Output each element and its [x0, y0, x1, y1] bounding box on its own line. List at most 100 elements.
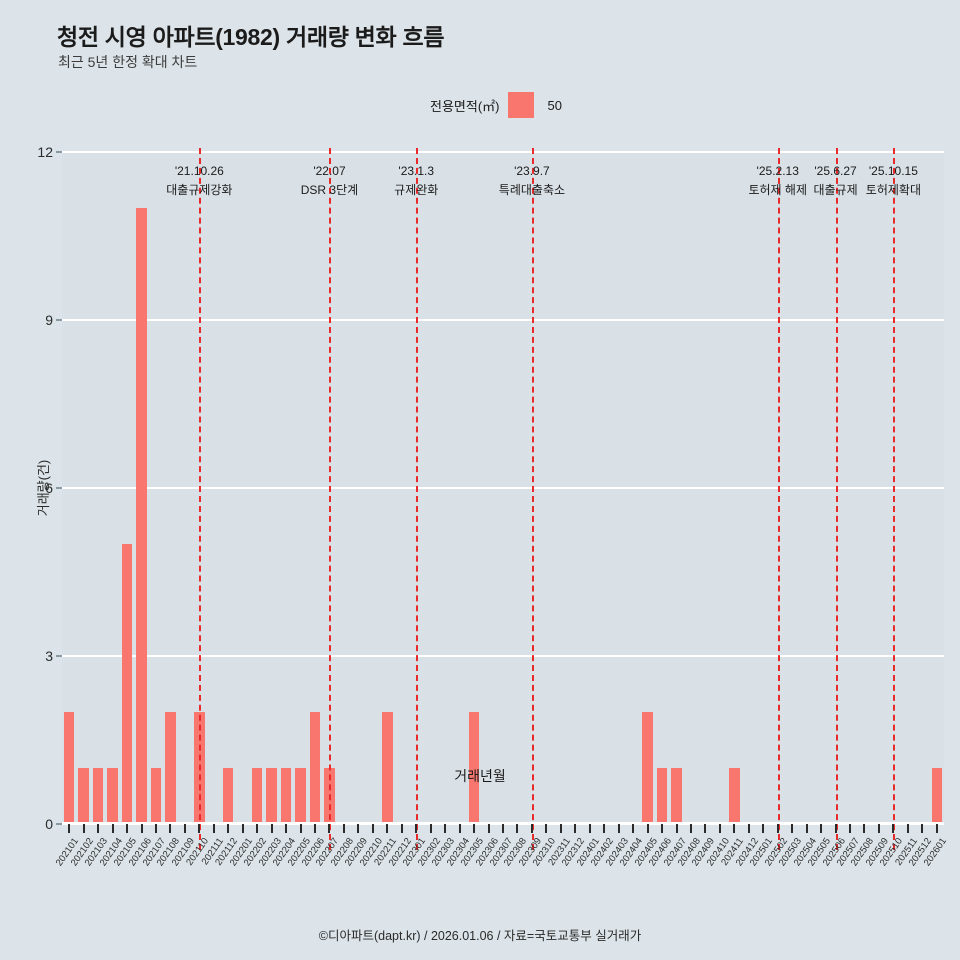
x-tick-mark: [661, 824, 664, 833]
x-tick-mark: [733, 824, 736, 833]
x-tick-mark: [877, 824, 880, 833]
event-text: 대출규제강화: [166, 182, 233, 197]
bar: [165, 712, 176, 824]
x-tick-mark: [791, 824, 794, 833]
bar: [295, 768, 306, 824]
x-axis-title: 거래년월: [454, 768, 506, 784]
x-tick-mark: [776, 824, 779, 833]
x-tick-mark: [241, 824, 244, 833]
x-tick-mark: [270, 824, 273, 833]
bar: [280, 768, 292, 824]
bar: [64, 712, 75, 824]
bar: [251, 768, 263, 824]
gridline: [62, 655, 944, 657]
event-line: [199, 148, 202, 850]
event-label: '22.07 DSR 3단계: [301, 162, 358, 199]
bar: [642, 712, 653, 824]
event-label: '25.6.27 대출규제: [813, 162, 857, 199]
x-tick-mark: [256, 824, 259, 833]
x-tick-mark: [718, 824, 721, 833]
y-tick-mark: [56, 655, 62, 657]
bar: [121, 544, 133, 824]
legend-value-label: 50: [547, 97, 562, 113]
event-date: '21.10.26: [174, 164, 224, 178]
x-tick-mark: [285, 824, 288, 833]
event-line: [893, 148, 896, 850]
x-tick-mark: [198, 824, 201, 833]
event-date: '25.6.27: [814, 164, 857, 178]
y-tick-label: 6: [45, 480, 53, 496]
x-tick-mark: [212, 824, 215, 833]
y-tick-mark: [56, 151, 62, 153]
x-tick-mark: [863, 824, 866, 833]
y-axis-title: 거래량(건): [35, 459, 51, 517]
page-title: 청전 시영 아파트(1982) 거래량 변화 흐름: [57, 24, 445, 50]
x-tick-mark: [906, 824, 909, 833]
bar: [309, 712, 321, 824]
event-label: '21.10.26 대출규제강화: [166, 162, 232, 199]
bar: [382, 712, 393, 824]
x-tick-mark: [126, 824, 129, 833]
bar: [107, 768, 118, 824]
x-tick-mark: [617, 824, 620, 833]
x-tick-mark: [849, 824, 852, 833]
gridline: [62, 151, 944, 153]
x-tick-mark: [762, 824, 765, 833]
x-tick-mark: [444, 824, 447, 833]
event-line: [531, 148, 534, 850]
y-tick-mark: [56, 319, 62, 321]
x-tick-mark: [559, 824, 562, 833]
x-tick-mark: [689, 824, 692, 833]
event-label: '23.1.3 규제완화: [394, 162, 438, 199]
event-date: '22.07: [313, 164, 346, 178]
x-tick-mark: [458, 824, 461, 833]
event-date: '25.2.13: [756, 164, 799, 178]
x-tick-mark: [415, 824, 418, 833]
x-axis-line: [62, 822, 944, 824]
x-tick-mark: [921, 824, 924, 833]
chart-plot-area: 0 3 6 9 12 거래량(건) '21.10.26 대출규제강화 '22.07 DSR 3…: [36, 144, 949, 868]
x-tick-mark: [169, 824, 172, 833]
x-tick-mark: [328, 824, 331, 833]
event-date: '23.9.7: [514, 164, 550, 178]
event-text: 토허제확대: [865, 182, 921, 197]
event-text: 특례대출축소: [498, 182, 566, 197]
y-tick-label: 9: [45, 312, 53, 328]
x-tick-mark: [183, 824, 186, 833]
x-tick-mark: [588, 824, 591, 833]
bar: [92, 768, 104, 824]
y-tick-mark: [56, 487, 62, 489]
event-line: [777, 148, 780, 850]
gridline: [62, 487, 944, 489]
gridline: [62, 319, 944, 321]
y-tick-label: 0: [45, 816, 53, 832]
y-tick-label: 3: [45, 648, 53, 664]
event-line: [416, 148, 419, 850]
x-tick-mark: [371, 824, 374, 833]
x-tick-mark: [545, 824, 548, 833]
x-tick-mark: [935, 824, 938, 833]
bar: [729, 768, 740, 824]
x-tick-mark: [473, 824, 476, 833]
x-tick-mark: [68, 824, 71, 833]
bar: [656, 768, 668, 824]
x-tick-mark: [140, 824, 143, 833]
y-tick-label: 12: [37, 144, 53, 160]
page-subtitle: 최근 5년 한정 확대 차트: [58, 54, 198, 70]
event-date: '23.1.3: [398, 164, 435, 178]
event-text: DSR 3단계: [300, 182, 359, 197]
x-tick-mark: [299, 824, 302, 833]
x-tick-mark: [747, 824, 750, 833]
x-tick-mark: [82, 824, 85, 833]
x-tick-mark: [574, 824, 577, 833]
x-tick-mark: [400, 824, 403, 833]
x-tick-mark: [386, 824, 389, 833]
bar: [931, 768, 942, 824]
legend-title: 전용면적(㎡): [430, 98, 500, 114]
event-label: '25.2.13 토허제 해제: [748, 162, 807, 199]
x-tick-mark: [632, 824, 635, 833]
x-tick-mark: [834, 824, 837, 833]
x-tick-mark: [342, 824, 345, 833]
bar: [468, 712, 480, 824]
event-line: [835, 148, 838, 850]
